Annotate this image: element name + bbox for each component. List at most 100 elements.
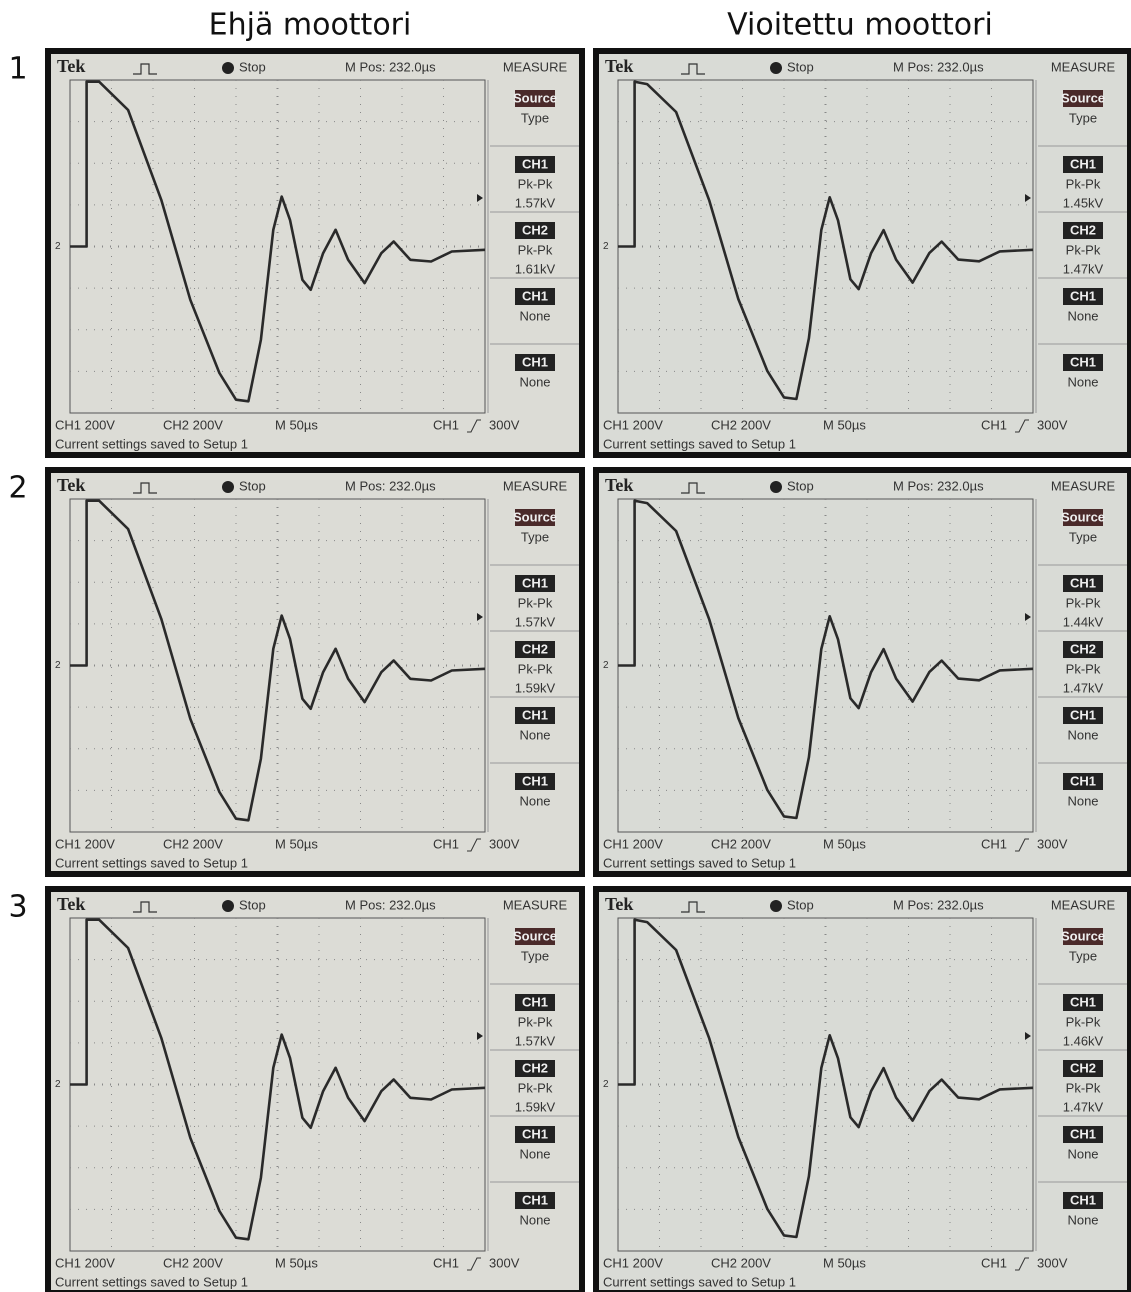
- state: Stop: [239, 478, 266, 493]
- menu-label: CH1: [1070, 288, 1096, 303]
- m-pos: M Pos: 232.0µs: [345, 59, 436, 74]
- ch2-scale: CH2 200V: [163, 836, 223, 851]
- menu-label: CH1: [1070, 773, 1096, 788]
- menu-label-bg: [1063, 928, 1103, 945]
- menu-sub: None: [1067, 727, 1098, 742]
- menu-label-bg: [515, 1060, 555, 1077]
- trigger-source: CH1: [981, 836, 1007, 851]
- menu-value: 1.61kV: [515, 261, 556, 276]
- menu-sub: None: [1067, 1212, 1098, 1227]
- ch1-scale: CH1 200V: [603, 1255, 663, 1270]
- oscilloscope-screen: Tek Stop M Pos: 232.0µs MEASURE 2 Source Type C…: [45, 467, 585, 877]
- row-label: 3: [8, 890, 27, 925]
- state: Stop: [787, 478, 814, 493]
- trigger-slope: [467, 838, 481, 852]
- menu-label-bg: [515, 1192, 555, 1209]
- ch1-scale: CH1 200V: [603, 836, 663, 851]
- menu-arrow: [1025, 194, 1031, 202]
- menu-sub: Pk-Pk: [518, 242, 553, 257]
- menu-sub: Type: [521, 110, 549, 125]
- menu-title: MEASURE: [1051, 897, 1116, 912]
- trigger-level: 300V: [1037, 836, 1068, 851]
- trigger-icon: [133, 482, 157, 494]
- menu-label-bg: [1063, 1126, 1103, 1143]
- timebase: M 50µs: [275, 417, 318, 432]
- ch1-scale: CH1 200V: [55, 1255, 115, 1270]
- waveform: [618, 918, 1034, 1239]
- menu-label-bg: [1063, 994, 1103, 1011]
- m-pos: M Pos: 232.0µs: [893, 478, 984, 493]
- menu-label-bg: [1063, 773, 1103, 790]
- menu-arrow: [1025, 1032, 1031, 1040]
- row-label: 2: [8, 471, 27, 506]
- oscilloscope-screen: Tek Stop M Pos: 232.0µs MEASURE 2 Source Type C…: [593, 886, 1131, 1292]
- trigger-icon: [133, 901, 157, 913]
- screen-bg: [599, 892, 1127, 1290]
- state-dot: [770, 900, 782, 912]
- status: Current settings saved to Setup 1: [603, 855, 796, 870]
- screen-bg: [51, 54, 579, 452]
- state-dot: [222, 900, 234, 912]
- menu-sub: Pk-Pk: [1066, 176, 1101, 191]
- state: Stop: [787, 59, 814, 74]
- menu-label: CH1: [522, 156, 548, 171]
- column-header: Ehjä moottori: [209, 8, 412, 43]
- menu-sub: Pk-Pk: [518, 1080, 553, 1095]
- state: Stop: [787, 897, 814, 912]
- menu-value: 1.59kV: [515, 1099, 556, 1114]
- menu-label-bg: [1063, 641, 1103, 658]
- oscilloscope-screen: Tek Stop M Pos: 232.0µs MEASURE 2 Source Type C…: [45, 886, 585, 1292]
- oscilloscope-screen: Tek Stop M Pos: 232.0µs MEASURE 2 Source Type C…: [593, 467, 1131, 877]
- trigger-slope: [1015, 419, 1029, 433]
- menu-label-bg: [1063, 707, 1103, 724]
- menu-label: CH1: [522, 1126, 548, 1141]
- timebase: M 50µs: [823, 417, 866, 432]
- menu-label: CH1: [522, 994, 548, 1009]
- menu-value: 1.57kV: [515, 195, 556, 210]
- channel-marker: 2: [55, 241, 61, 252]
- menu-label-bg: [515, 288, 555, 305]
- menu-label-bg: [515, 90, 555, 107]
- menu-label-bg: [1063, 354, 1103, 371]
- menu-sub: None: [1067, 1146, 1098, 1161]
- menu-sub: Pk-Pk: [518, 176, 553, 191]
- menu-sub: Pk-Pk: [1066, 242, 1101, 257]
- menu-label: Source: [513, 928, 557, 943]
- menu-sub: None: [1067, 308, 1098, 323]
- menu-label: Source: [1061, 928, 1105, 943]
- menu-arrow: [477, 1032, 483, 1040]
- brand: Tek: [605, 56, 633, 76]
- menu-sub: None: [519, 1212, 550, 1227]
- menu-sub: Type: [1069, 529, 1097, 544]
- menu-value: 1.45kV: [1063, 195, 1104, 210]
- m-pos: M Pos: 232.0µs: [893, 59, 984, 74]
- screen-bg: [51, 892, 579, 1290]
- menu-label: CH2: [1070, 641, 1096, 656]
- trigger-source: CH1: [433, 836, 459, 851]
- status: Current settings saved to Setup 1: [603, 436, 796, 451]
- trigger-source: CH1: [981, 1255, 1007, 1270]
- menu-label: CH1: [1070, 1126, 1096, 1141]
- trigger-slope: [1015, 838, 1029, 852]
- menu-label: Source: [513, 90, 557, 105]
- waveform: [70, 80, 486, 403]
- menu-value: 1.47kV: [1063, 1099, 1104, 1114]
- menu-sub: Type: [521, 529, 549, 544]
- menu-label-bg: [1063, 222, 1103, 239]
- menu-title: MEASURE: [1051, 59, 1116, 74]
- menu-sub: None: [519, 727, 550, 742]
- menu-label-bg: [515, 575, 555, 592]
- m-pos: M Pos: 232.0µs: [893, 897, 984, 912]
- menu-sub: None: [519, 793, 550, 808]
- menu-label-bg: [1063, 1060, 1103, 1077]
- state-dot: [222, 481, 234, 493]
- trigger-level: 300V: [489, 417, 520, 432]
- menu-label: CH1: [522, 773, 548, 788]
- menu-label-bg: [515, 707, 555, 724]
- menu-sub: None: [519, 374, 550, 389]
- ch2-scale: CH2 200V: [163, 417, 223, 432]
- menu-label: CH1: [1070, 575, 1096, 590]
- ch1-scale: CH1 200V: [55, 836, 115, 851]
- brand: Tek: [57, 894, 85, 914]
- menu-label-bg: [1063, 288, 1103, 305]
